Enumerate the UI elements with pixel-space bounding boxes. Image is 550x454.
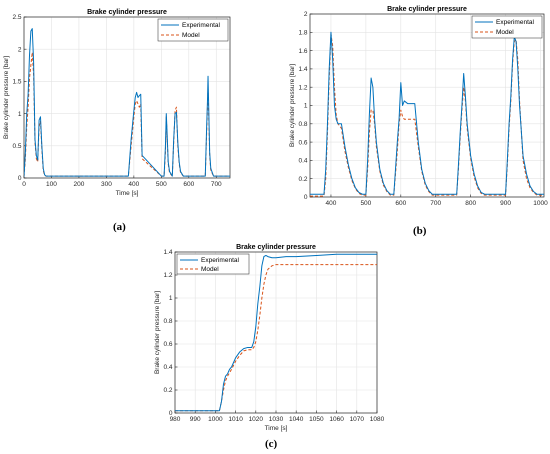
y-tick-label: 2 <box>304 11 308 18</box>
y-axis-label: Brake cylinder pressure [bar] <box>3 56 10 139</box>
x-tick-label: 800 <box>465 200 476 207</box>
x-tick-label: 990 <box>190 416 201 423</box>
axes-box <box>23 16 231 179</box>
y-tick-label: 0.4 <box>298 158 307 165</box>
y-tick-label: 2.5 <box>12 14 21 21</box>
chart-title: Brake cylinder pressure <box>87 9 167 16</box>
x-tick-label: 1020 <box>249 416 264 423</box>
x-tick-label: 400 <box>326 200 337 207</box>
x-tick-label: 900 <box>500 200 511 207</box>
chart-b: 400 500 600 700 800 900 1000 0 0.2 0.4 0.6 0.8 1 1.2 1… <box>289 6 548 207</box>
x-tick-label: 100 <box>46 181 57 188</box>
caption-a: (a) <box>113 221 126 233</box>
x-tick-label: 1040 <box>289 416 304 423</box>
y-tick-label: 1.4 <box>163 249 172 256</box>
x-tick-label: 500 <box>156 181 167 188</box>
legend-label: Experimental <box>182 22 220 29</box>
chart-a: 0 100 200 300 400 500 600 700 0 0.5 1 1.5 2 2.5 Brake … <box>3 9 231 197</box>
x-tick-label: 700 <box>211 181 222 188</box>
series-line-model <box>175 264 377 412</box>
series-line-experimental <box>24 28 230 177</box>
chart-c: 980 990 1000 1010 1020 1030 1040 1050 1060 1070 10… <box>154 244 385 432</box>
x-tick-label: 1070 <box>350 416 365 423</box>
series-line-experimental <box>175 253 377 412</box>
plot-area <box>24 17 230 178</box>
series-line-model <box>24 51 230 177</box>
x-tick-label: 1000 <box>208 416 223 423</box>
chart-title: Brake cylinder pressure <box>387 6 467 13</box>
y-tick-label: 0 <box>304 194 308 201</box>
y-tick-label: 0.8 <box>163 318 172 325</box>
y-tick-label: 0.2 <box>298 176 307 183</box>
x-tick-label: 980 <box>170 416 181 423</box>
x-tick-label: 1060 <box>329 416 344 423</box>
x-tick-label: 400 <box>128 181 139 188</box>
x-tick-label: 0 <box>22 181 26 188</box>
x-tick-label: 1080 <box>370 416 385 423</box>
x-tick-label: 300 <box>101 181 112 188</box>
x-tick-label: 700 <box>430 200 441 207</box>
series-line-experimental <box>310 31 544 195</box>
legend: Experimental Model <box>157 18 229 42</box>
legend-label: Experimental <box>496 19 534 26</box>
x-tick-label: 200 <box>74 181 85 188</box>
y-axis-label: Brake cylinder pressure [bar] <box>289 64 296 147</box>
y-tick-label: 0.2 <box>163 387 172 394</box>
y-tick-label: 1.8 <box>298 30 307 37</box>
y-tick-label: 0.8 <box>298 121 307 128</box>
y-tick-label: 1 <box>18 111 22 118</box>
legend-label: Model <box>496 29 514 36</box>
y-tick-label: 0.5 <box>12 143 21 150</box>
y-tick-label: 1 <box>169 295 173 302</box>
x-tick-label: 1010 <box>228 416 243 423</box>
x-tick-label: 600 <box>395 200 406 207</box>
y-tick-label: 1.5 <box>12 79 21 86</box>
y-tick-label: 2 <box>18 46 22 53</box>
caption-b: (b) <box>413 225 427 237</box>
y-tick-label: 1.2 <box>163 272 172 279</box>
y-tick-label: 0 <box>18 175 22 182</box>
y-tick-label: 1.6 <box>298 48 307 55</box>
legend-label: Experimental <box>201 257 239 264</box>
legend: Experimental Model <box>471 15 543 39</box>
x-tick-label: 500 <box>360 200 371 207</box>
y-tick-label: 1 <box>304 103 308 110</box>
y-axis-label: Brake cylinder pressure [bar] <box>154 291 161 374</box>
x-tick-label: 1000 <box>533 200 548 207</box>
x-axis-label: Time [s] <box>265 425 288 432</box>
x-axis-label: Time [s] <box>116 190 139 197</box>
legend: Experimental Model <box>176 253 250 275</box>
x-tick-label: 1050 <box>309 416 324 423</box>
y-tick-label: 0.6 <box>298 139 307 146</box>
y-tick-label: 0.6 <box>163 341 172 348</box>
legend-label: Model <box>182 32 200 39</box>
y-tick-label: 0 <box>169 410 173 417</box>
x-tick-label: 600 <box>183 181 194 188</box>
chart-title: Brake cylinder pressure <box>236 244 316 251</box>
y-tick-label: 1.4 <box>298 66 307 73</box>
y-tick-label: 1.2 <box>298 84 307 91</box>
y-tick-label: 0.4 <box>163 364 172 371</box>
x-tick-label: 1030 <box>269 416 284 423</box>
caption-c: (c) <box>265 438 278 450</box>
legend-label: Model <box>201 266 219 273</box>
